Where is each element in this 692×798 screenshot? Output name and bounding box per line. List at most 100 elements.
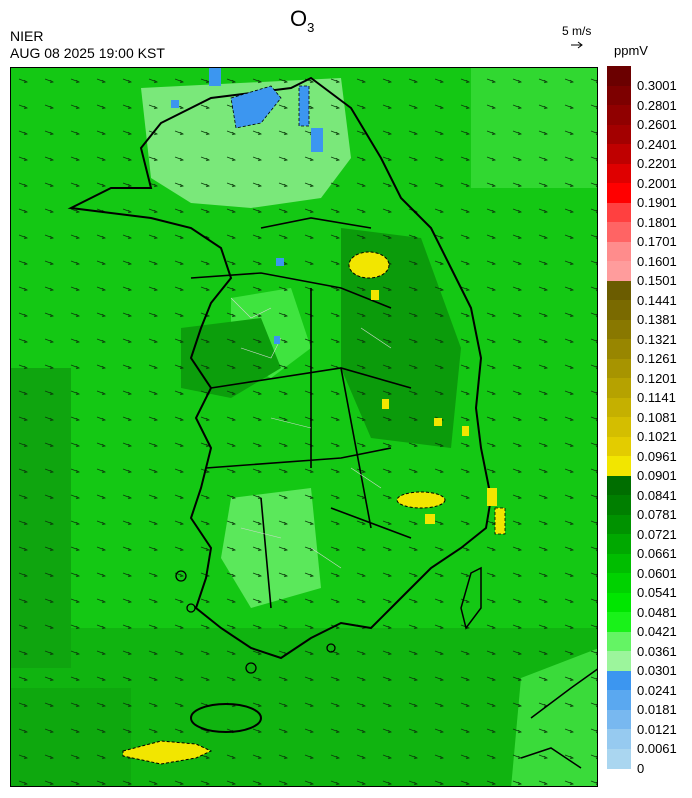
colorbar-segment: [607, 553, 631, 574]
colorbar-segment: [607, 612, 631, 632]
colorbar-segment: [607, 573, 631, 593]
title-subscript: 3: [307, 20, 315, 35]
colorbar-segment: [607, 748, 631, 769]
colorbar-segment: [607, 690, 631, 710]
colorbar-tick-label: 0.2801: [637, 97, 677, 113]
colorbar-segment: [607, 670, 631, 691]
colorbar-tick-label: 0.0481: [637, 604, 677, 620]
colorbar-segment: [607, 514, 631, 535]
organization-label: NIER: [10, 28, 44, 44]
wind-scale-arrow-icon: [571, 41, 583, 49]
colorbar-segment: [607, 300, 631, 320]
chart-title: O3: [290, 6, 315, 35]
colorbar-segment: [607, 202, 631, 223]
colorbar-segment: [607, 124, 631, 145]
colorbar-tick-label: 0.1381: [637, 312, 677, 327]
high-ozone-central-east: [382, 399, 469, 436]
colorbar-tick-label: 0.0841: [637, 487, 677, 503]
datetime-label: AUG 08 2025 19:00 KST: [10, 45, 165, 61]
colorbar-tick-label: 0.0061: [637, 741, 677, 756]
colorbar-tick-label: 0.1441: [637, 292, 677, 308]
colorbar-segment: [607, 378, 631, 398]
colorbar-segment: [607, 475, 631, 496]
colorbar-tick-label: 0.1601: [637, 253, 677, 269]
colorbar-tick-label: 0.0541: [637, 585, 677, 600]
jeju-island-outline: [190, 703, 262, 733]
colorbar-tick-label: 0.0781: [637, 507, 677, 522]
colorbar-tick-label: 0.1201: [637, 370, 677, 386]
colorbar-segment: [607, 729, 631, 749]
japan-coast-outline: [520, 668, 597, 769]
colorbar-tick-label: 0.0301: [637, 663, 677, 678]
tsushima-outline: [460, 566, 482, 630]
island: [326, 643, 336, 653]
colorbar-segment: [607, 397, 631, 418]
colorbar-tick-label: 0.0901: [637, 468, 677, 483]
colorbar-segment: [607, 358, 631, 379]
colorbar-segment: [607, 66, 631, 86]
colorbar-tick-label: 0.0421: [637, 624, 677, 639]
colorbar: [607, 66, 631, 769]
district-borders: [230, 297, 392, 569]
colorbar-tick-label: 0.1261: [637, 351, 677, 366]
colorbar-tick-label: 0.0241: [637, 682, 677, 698]
colorbar-tick-label: 0.0361: [637, 643, 677, 659]
island: [186, 603, 196, 613]
colorbar-segment: [607, 105, 631, 125]
high-ozone-northeast: [348, 251, 390, 300]
colorbar-tick-label: 0.2201: [637, 156, 677, 171]
high-ozone-southeast: [396, 491, 446, 524]
colorbar-tick-label: 0.1021: [637, 429, 677, 444]
colorbar-tick-label: 0.1801: [637, 214, 677, 230]
island: [245, 662, 257, 674]
high-ozone-jeju-south: [122, 740, 213, 765]
colorbar-tick-label: 0: [637, 760, 645, 776]
colorbar-segment: [607, 592, 631, 613]
colorbar-tick-label: 0.1501: [637, 273, 677, 288]
colorbar-tick-label: 0.0181: [637, 702, 677, 717]
colorbar-tick-label: 0.2601: [637, 117, 677, 132]
colorbar-tick-label: 0.0961: [637, 448, 677, 464]
colorbar-segment: [607, 261, 631, 281]
colorbar-tick-label: 0.2401: [637, 136, 677, 152]
colorbar-tick-label: 0.0721: [637, 526, 677, 542]
colorbar-segment: [607, 163, 631, 184]
colorbar-segment: [607, 222, 631, 242]
colorbar-segment: [607, 339, 631, 359]
island: [175, 570, 187, 582]
unit-label: ppmV: [614, 43, 648, 58]
colorbar-segment: [607, 651, 631, 671]
colorbar-tick-label: 0.1701: [637, 234, 677, 249]
colorbar-segment: [607, 709, 631, 730]
wind-scale-label: 5 m/s: [562, 24, 592, 38]
colorbar-tick-label: 0.0121: [637, 721, 677, 737]
colorbar-segment: [607, 319, 631, 340]
colorbar-segment: [607, 436, 631, 457]
colorbar-segment: [607, 534, 631, 554]
colorbar-tick-label: 0.1141: [637, 390, 676, 405]
map-canvas: [11, 68, 597, 786]
colorbar-tick-label: 0.0661: [637, 546, 677, 561]
title-main: O: [290, 6, 308, 31]
high-ozone-east-coast: [487, 488, 506, 535]
province-borders: [190, 217, 412, 609]
colorbar-segment: [607, 241, 631, 262]
colorbar-segment: [607, 280, 631, 301]
colorbar-segment: [607, 631, 631, 652]
colorbar-segment: [607, 417, 631, 437]
ozone-map: [10, 67, 598, 787]
colorbar-tick-label: 0.1321: [637, 331, 677, 347]
colorbar-segment: [607, 183, 631, 203]
colorbar-segment: [607, 144, 631, 164]
colorbar-segment: [607, 456, 631, 476]
colorbar-segment: [607, 495, 631, 515]
colorbar-tick-label: 0.2001: [637, 175, 677, 191]
colorbar-tick-label: 0.3001: [637, 78, 677, 93]
colorbar-tick-label: 0.0601: [637, 565, 677, 581]
colorbar-tick-label: 0.1901: [637, 195, 677, 210]
wind-vectors: [11, 68, 597, 786]
low-ozone-north: [171, 68, 323, 344]
peninsula-outline: [67, 76, 493, 660]
colorbar-tick-label: 0.1081: [637, 409, 677, 425]
colorbar-segment: [607, 85, 631, 106]
